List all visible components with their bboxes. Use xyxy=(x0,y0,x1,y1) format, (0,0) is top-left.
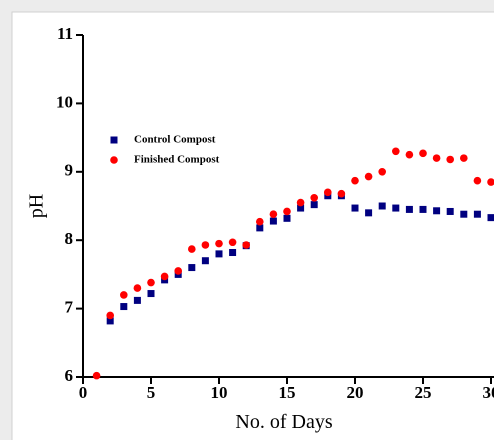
x-axis-title: No. of Days xyxy=(235,411,332,433)
point xyxy=(296,198,305,207)
point xyxy=(215,250,223,258)
x-tick-label: 25 xyxy=(415,383,432,402)
y-tick-label: 6 xyxy=(65,366,74,385)
point xyxy=(120,291,128,299)
point xyxy=(255,217,264,226)
point xyxy=(120,303,128,311)
point xyxy=(110,136,118,144)
point xyxy=(256,224,264,232)
point xyxy=(188,264,196,272)
point xyxy=(106,317,114,325)
point xyxy=(133,284,142,292)
point xyxy=(487,214,494,222)
x-tick-label: 10 xyxy=(211,383,228,402)
point xyxy=(201,241,210,249)
point xyxy=(106,311,114,320)
legend-label: Control Compost xyxy=(134,134,216,146)
point xyxy=(432,154,441,162)
point xyxy=(147,290,155,298)
y-tick-label: 10 xyxy=(56,92,73,111)
point xyxy=(174,267,182,275)
point xyxy=(378,202,386,210)
legend-label: Finished Compost xyxy=(134,154,220,166)
y-tick-label: 11 xyxy=(57,24,73,43)
chart-panel xyxy=(11,11,494,440)
point xyxy=(201,257,209,265)
y-axis-title: pH xyxy=(26,194,48,218)
point xyxy=(269,217,277,225)
point xyxy=(460,154,468,162)
point xyxy=(446,207,454,215)
x-tick-label: 5 xyxy=(147,383,156,402)
point xyxy=(147,278,155,287)
point xyxy=(351,204,359,212)
point xyxy=(473,176,482,185)
point xyxy=(433,207,441,215)
point xyxy=(228,238,237,247)
point xyxy=(337,189,346,198)
point xyxy=(242,241,250,249)
point xyxy=(310,201,318,209)
point xyxy=(351,176,359,185)
point xyxy=(405,150,414,159)
point xyxy=(110,156,118,164)
point xyxy=(92,371,101,380)
point xyxy=(215,239,223,248)
point xyxy=(365,209,373,217)
x-tick-label: 0 xyxy=(79,383,88,402)
point xyxy=(229,249,237,257)
y-tick-label: 7 xyxy=(65,298,74,317)
point xyxy=(283,207,291,216)
point xyxy=(419,149,427,158)
point xyxy=(310,193,319,202)
point xyxy=(324,188,332,197)
y-tick-label: 8 xyxy=(65,229,74,248)
point xyxy=(378,168,387,176)
x-tick-label: 30 xyxy=(483,383,494,402)
point xyxy=(364,172,373,181)
point xyxy=(269,210,278,219)
point xyxy=(405,205,413,213)
point xyxy=(188,245,196,253)
x-tick-label: 20 xyxy=(347,383,364,402)
point xyxy=(392,204,400,212)
point xyxy=(160,272,169,281)
point xyxy=(419,205,427,213)
x-tick-label: 15 xyxy=(279,383,296,402)
point xyxy=(473,210,481,218)
point xyxy=(487,178,494,186)
point xyxy=(392,147,400,156)
point xyxy=(460,210,468,218)
point xyxy=(446,155,455,164)
y-tick-label: 9 xyxy=(65,161,74,180)
point xyxy=(297,204,305,212)
point xyxy=(283,214,291,222)
point xyxy=(133,296,141,304)
